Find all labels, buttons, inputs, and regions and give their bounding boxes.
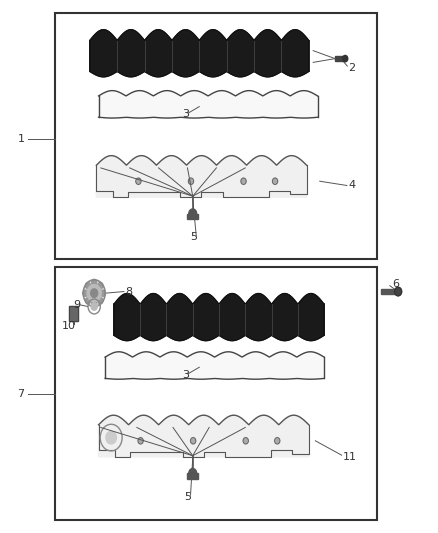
- Circle shape: [106, 431, 117, 444]
- Bar: [187, 214, 198, 219]
- Polygon shape: [99, 91, 318, 118]
- Polygon shape: [90, 30, 309, 77]
- Circle shape: [85, 297, 91, 304]
- Bar: [381, 289, 396, 294]
- Bar: [69, 306, 78, 321]
- Text: 4: 4: [348, 181, 355, 190]
- Circle shape: [243, 438, 248, 444]
- Circle shape: [138, 438, 143, 444]
- Bar: [55, 13, 377, 259]
- Text: 10: 10: [62, 321, 76, 331]
- Bar: [55, 266, 377, 520]
- Polygon shape: [105, 352, 324, 379]
- Circle shape: [189, 469, 197, 478]
- Circle shape: [85, 282, 91, 289]
- Text: 1: 1: [18, 134, 25, 143]
- Text: 5: 5: [191, 232, 198, 242]
- Circle shape: [91, 289, 98, 297]
- Circle shape: [188, 178, 194, 184]
- Bar: [69, 306, 78, 321]
- Text: 9: 9: [74, 300, 81, 310]
- Circle shape: [100, 290, 106, 296]
- Bar: [187, 473, 198, 479]
- Circle shape: [91, 303, 97, 310]
- Text: 11: 11: [343, 452, 357, 462]
- Text: 2: 2: [348, 63, 355, 72]
- Circle shape: [395, 287, 402, 296]
- Polygon shape: [99, 415, 309, 457]
- Polygon shape: [96, 156, 307, 197]
- Text: 3: 3: [182, 109, 189, 119]
- Polygon shape: [114, 294, 324, 341]
- Circle shape: [189, 209, 197, 219]
- Circle shape: [241, 178, 246, 184]
- Circle shape: [87, 285, 101, 302]
- Circle shape: [136, 178, 141, 184]
- Text: 5: 5: [184, 492, 191, 502]
- Text: 6: 6: [392, 279, 399, 289]
- Circle shape: [83, 290, 88, 296]
- Circle shape: [92, 279, 97, 286]
- Circle shape: [98, 297, 103, 304]
- Text: 7: 7: [18, 390, 25, 399]
- Circle shape: [98, 282, 103, 289]
- Circle shape: [191, 438, 196, 444]
- Circle shape: [92, 301, 97, 307]
- Circle shape: [275, 438, 280, 444]
- Circle shape: [343, 55, 348, 62]
- Text: 8: 8: [125, 287, 132, 296]
- Bar: [335, 56, 343, 61]
- Text: 3: 3: [182, 370, 189, 379]
- Circle shape: [272, 178, 278, 184]
